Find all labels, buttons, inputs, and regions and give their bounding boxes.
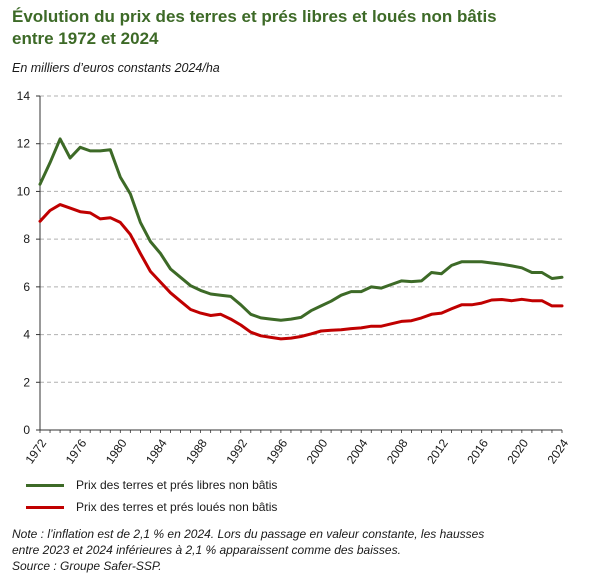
- x-tick-label-1972: 1972: [23, 436, 50, 466]
- y-tick-label-12: 12: [17, 137, 31, 151]
- line-chart: 0 2 4 6 8 10 12 14 1972 1976 1980 1984 1988 1992 1996 2…: [17, 89, 572, 466]
- note: Note : l’inflation est de 2,1 % en 2024.…: [12, 526, 587, 574]
- x-tick-label-2008: 2008: [384, 436, 411, 466]
- legend: Prix des terres et prés libres non bâtis…: [26, 474, 277, 518]
- y-tick-label-2: 2: [23, 375, 30, 389]
- x-tick-label-2012: 2012: [424, 436, 451, 466]
- y-tick-label-14: 14: [17, 89, 31, 103]
- note-line-1: Note : l’inflation est de 2,1 % en 2024.…: [12, 527, 485, 541]
- legend-swatch-libres: [26, 483, 64, 487]
- legend-item-loues: Prix des terres et prés loués non bâtis: [26, 496, 277, 518]
- x-tick-label-1976: 1976: [63, 436, 90, 466]
- y-tick-label-6: 6: [23, 280, 30, 294]
- x-tick-label-2016: 2016: [464, 436, 491, 466]
- series-line-libres: [38, 137, 564, 322]
- y-tick-label-0: 0: [23, 423, 30, 437]
- x-tick-label-1988: 1988: [183, 436, 210, 466]
- legend-label-libres: Prix des terres et prés libres non bâtis: [76, 478, 278, 492]
- legend-item-libres: Prix des terres et prés libres non bâtis: [26, 474, 277, 496]
- source-line: Source : Groupe Safer-SSP.: [12, 559, 162, 573]
- x-tick-label-2000: 2000: [304, 436, 331, 466]
- legend-swatch-loues: [26, 505, 64, 509]
- chart-title-line-1: Évolution du prix des terres et prés lib…: [12, 7, 497, 26]
- note-line-2: entre 2023 et 2024 inférieures à 2,1 % a…: [12, 543, 401, 557]
- chart-title-line-2: entre 1972 et 2024: [12, 29, 159, 48]
- chart-subtitle: En milliers d’euros constants 2024/ha: [12, 61, 220, 75]
- x-tick-label-2004: 2004: [344, 436, 371, 466]
- series-line-loues: [38, 203, 564, 341]
- x-tick-label-1980: 1980: [103, 436, 130, 466]
- y-tick-label-8: 8: [23, 232, 30, 246]
- y-tick-label-4: 4: [23, 328, 30, 342]
- chart-title: Évolution du prix des terres et prés lib…: [12, 6, 582, 50]
- x-tick-label-2020: 2020: [504, 436, 531, 466]
- y-tick-label-10: 10: [17, 184, 31, 198]
- legend-label-loues: Prix des terres et prés loués non bâtis: [76, 500, 278, 514]
- x-tick-label-1992: 1992: [223, 436, 250, 466]
- x-tick-label-1996: 1996: [263, 436, 290, 466]
- x-tick-label-1984: 1984: [143, 436, 170, 466]
- x-tick-label-2024: 2024: [545, 436, 572, 466]
